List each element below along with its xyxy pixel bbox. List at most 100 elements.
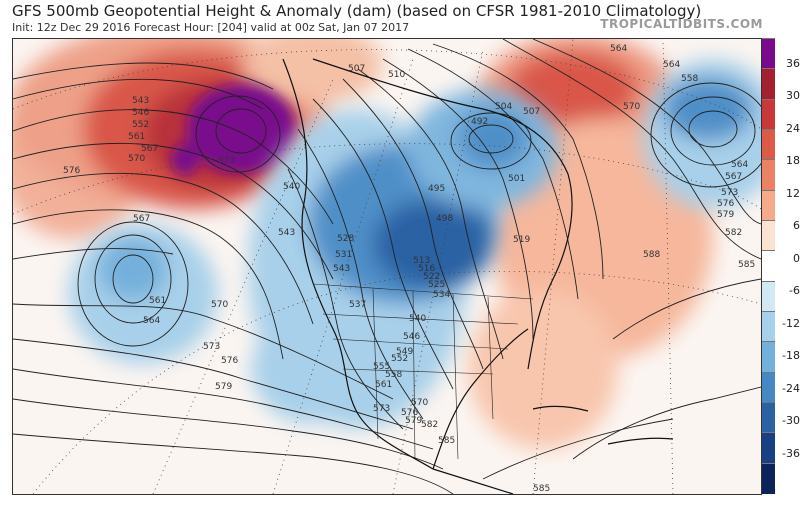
contour-label: 576 xyxy=(401,408,418,418)
contour-label: 588 xyxy=(643,250,660,260)
colorbar-tick-label: 6 xyxy=(793,219,800,232)
contour-label: 549 xyxy=(396,347,413,357)
colorbar-tick-label: -12 xyxy=(782,316,800,330)
colorbar-segment xyxy=(762,341,775,373)
colorbar-tick-label: 36 xyxy=(786,56,800,70)
contour-label: 522 xyxy=(423,272,440,282)
colorbar-tick-label: -18 xyxy=(782,349,800,362)
contour-label: 492 xyxy=(471,117,488,127)
colorbar-tick-label: 24 xyxy=(786,121,800,135)
contour-label: 570 xyxy=(211,300,228,310)
contour-label: 576 xyxy=(221,356,238,366)
colorbar-segment xyxy=(762,159,775,191)
contour-label: 561 xyxy=(128,132,145,142)
forecast-map: 564 564 558 570 564 567 573 576 579 582 … xyxy=(12,38,762,495)
contour-label: 573 xyxy=(218,156,235,166)
contour-label: 555 xyxy=(373,362,390,372)
colorbar-tick-label: 18 xyxy=(786,154,800,167)
contour-label: 582 xyxy=(725,228,742,238)
colorbar-segment xyxy=(762,189,775,221)
contour-label: 543 xyxy=(278,228,295,238)
colorbar-tick-label: 30 xyxy=(786,89,800,102)
colorbar-segment xyxy=(762,250,775,282)
contour-label: 570 xyxy=(411,398,428,408)
contour-label: 573 xyxy=(203,342,220,352)
contour-label: 504 xyxy=(495,102,512,112)
contour-label: 498 xyxy=(436,214,453,224)
anomaly-colorbar: 36 30 24 18 12 6 0 -6 -12 -18 -24 -30 -36 xyxy=(762,38,800,494)
contour-label: 507 xyxy=(523,107,540,117)
colorbar-segment xyxy=(762,68,775,100)
contour-label: 552 xyxy=(391,354,408,364)
contour-label: 561 xyxy=(375,380,392,390)
contour-label: 579 xyxy=(717,210,734,220)
colorbar-segment xyxy=(762,280,775,312)
brand-watermark[interactable]: TROPICALTIDBITS.COM xyxy=(600,17,763,31)
contour-label: 495 xyxy=(428,184,445,194)
contour-label: 540 xyxy=(283,182,300,192)
map-canvas: 564 564 558 570 564 567 573 576 579 582 … xyxy=(13,39,761,494)
contour-label: 585 xyxy=(438,436,455,446)
contour-label: 585 xyxy=(533,484,550,494)
contour-label: 525 xyxy=(428,280,445,290)
contour-label: 573 xyxy=(721,188,738,198)
colorbar-segment xyxy=(762,98,775,130)
colorbar-segment xyxy=(762,38,775,70)
contour-label: 519 xyxy=(513,235,530,245)
colorbar-tick-label: 12 xyxy=(786,186,800,200)
contour-label: 507 xyxy=(348,64,365,74)
contour-label: 570 xyxy=(623,102,640,112)
contour-label: 516 xyxy=(418,264,435,274)
contour-label: 543 xyxy=(333,264,350,274)
contour-label: 564 xyxy=(663,60,680,70)
contour-label: 567 xyxy=(133,214,150,224)
contour-label: 513 xyxy=(413,256,430,266)
colorbar-segment xyxy=(762,129,775,161)
contour-label: 540 xyxy=(409,314,426,324)
contour-label: 534 xyxy=(433,290,450,300)
contour-label: 576 xyxy=(717,199,734,209)
colorbar-tick-label: 0 xyxy=(793,251,800,265)
contour-label: 567 xyxy=(141,144,158,154)
contour-label: 537 xyxy=(349,300,366,310)
colorbar-segment xyxy=(762,371,775,403)
contour-label: 570 xyxy=(128,154,145,164)
colorbar-segment xyxy=(762,220,775,252)
colorbar-tick-label: -30 xyxy=(782,414,800,427)
colorbar-segment xyxy=(762,462,775,494)
contour-label: 546 xyxy=(403,332,420,342)
contour-label: 564 xyxy=(610,44,627,54)
contour-label: 573 xyxy=(373,404,390,414)
contour-label: 567 xyxy=(725,172,742,182)
contour-label: 579 xyxy=(405,416,422,426)
init-forecast-info: Init: 12z Dec 29 2016 Forecast Hour: [20… xyxy=(12,21,410,34)
warm-core-layer xyxy=(171,84,296,175)
contour-label: 564 xyxy=(731,160,748,170)
contour-label: 576 xyxy=(63,166,80,176)
contour-label: 546 xyxy=(132,108,149,118)
colorbar-tick-label: -24 xyxy=(782,381,800,395)
colorbar-segment xyxy=(762,311,775,343)
contour-label: 564 xyxy=(143,316,160,326)
contour-label: 528 xyxy=(337,234,354,244)
contour-label: 579 xyxy=(215,382,232,392)
contour-label: 558 xyxy=(385,370,402,380)
contour-label: 543 xyxy=(132,96,149,106)
cold-anomaly-layer xyxy=(68,59,761,429)
map-title: GFS 500mb Geopotential Height & Anomaly … xyxy=(12,2,702,20)
contour-label: 531 xyxy=(335,250,352,260)
graticule xyxy=(13,39,761,494)
state-borders xyxy=(312,283,534,460)
colorbar-tick-label: -6 xyxy=(789,284,800,297)
contour-label: 585 xyxy=(738,260,755,270)
contour-label: 510 xyxy=(388,70,405,80)
contour-label: 561 xyxy=(149,296,166,306)
contour-label: 552 xyxy=(132,120,149,130)
contour-label: 501 xyxy=(508,174,525,184)
contour-label: 582 xyxy=(421,420,438,430)
colorbar-tick-label: -36 xyxy=(782,446,800,460)
colorbar-segment xyxy=(762,432,775,464)
contour-labels: 564 564 558 570 564 567 573 576 579 582 … xyxy=(63,44,755,494)
colorbar-segment xyxy=(762,402,775,434)
contour-label: 558 xyxy=(681,74,698,84)
